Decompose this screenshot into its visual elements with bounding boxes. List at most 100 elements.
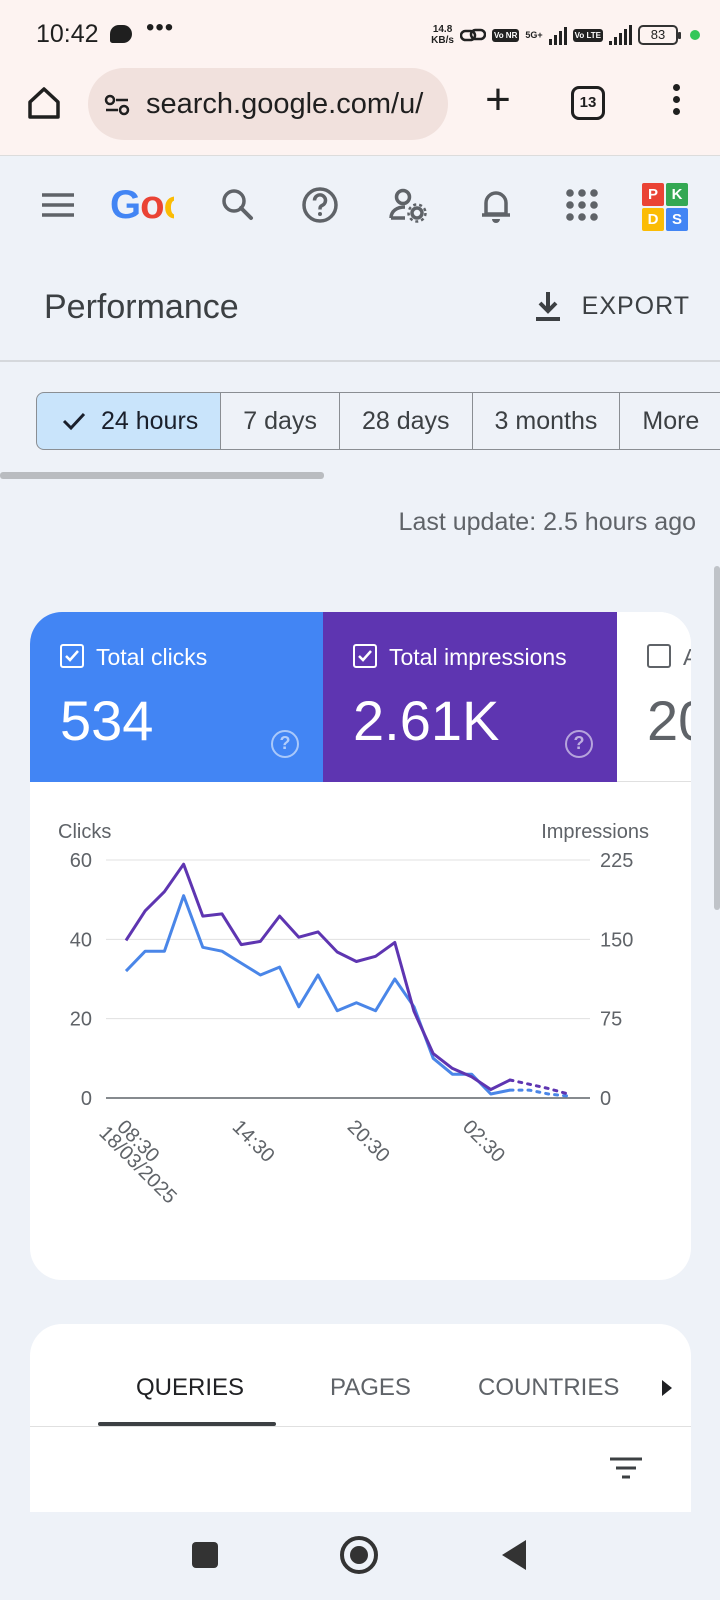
y-tick-label-right: 0 — [600, 1088, 611, 1110]
checkbox-unchecked-icon[interactable] — [647, 644, 671, 668]
metric-value: 534 — [60, 689, 154, 752]
export-button[interactable]: EXPORT — [534, 290, 690, 322]
chip-more[interactable]: More — [620, 392, 720, 450]
chip-label: More — [642, 406, 700, 435]
y-tick-label-left: 0 — [81, 1088, 92, 1110]
chip-label: 7 days — [243, 406, 317, 435]
browser-toolbar: search.google.com/u/ + 13 — [0, 66, 720, 156]
download-icon — [535, 292, 560, 321]
back-button[interactable] — [502, 1540, 526, 1570]
y-axis-right-label: Impressions — [541, 821, 649, 843]
tabs-scroll-right-icon[interactable] — [662, 1380, 672, 1396]
status-time: 10:42 — [36, 20, 99, 48]
chip-28-days[interactable]: 28 days — [339, 392, 473, 450]
signal-strength-2-icon — [609, 25, 632, 45]
network-speed: 14.8 KB/s — [431, 24, 454, 46]
signal-strength-icon — [548, 25, 567, 45]
manage-users-icon[interactable] — [388, 185, 428, 225]
chip-label: 28 days — [361, 406, 450, 435]
tab-queries[interactable]: QUERIES — [136, 1374, 245, 1401]
avatar-letter: S — [666, 208, 688, 231]
network-type-icon: 5G+ — [525, 30, 543, 40]
page-title: Performance — [44, 288, 239, 326]
metric-value: 20 — [647, 689, 691, 752]
apps-grid-icon[interactable] — [562, 185, 602, 225]
y-axis-left-label: Clicks — [58, 821, 111, 843]
new-tab-button[interactable]: + — [485, 75, 511, 124]
chip-label: 3 months — [494, 406, 598, 435]
home-button[interactable] — [340, 1536, 378, 1574]
chip-label: 24 hours — [101, 406, 199, 435]
volte-lte-icon: Vo LTE — [572, 28, 603, 42]
status-icons: 14.8 KB/s Vo NR 5G+ Vo LTE 83 — [431, 22, 700, 48]
home-icon[interactable] — [24, 83, 64, 123]
metric-total-clicks[interactable]: Total clicks 534 ? — [30, 612, 323, 782]
y-tick-label-left: 40 — [70, 929, 92, 951]
url-text: search.google.com/u/ — [146, 88, 424, 120]
x-tick-label: 20:30 — [343, 1116, 394, 1167]
series-partial-line-impressions — [508, 1078, 570, 1096]
date-range-chips: 24 hours 7 days 28 days 3 months More — [36, 392, 720, 450]
address-bar[interactable]: search.google.com/u/ — [88, 68, 448, 140]
tab-switcher-button[interactable]: 13 — [571, 86, 605, 120]
privacy-indicator-icon — [690, 30, 700, 40]
page-scrollbar[interactable] — [714, 566, 720, 910]
volte-nr-icon: Vo NR — [491, 28, 520, 42]
chips-scrollbar[interactable] — [0, 472, 324, 479]
battery-icon: 83 — [638, 25, 681, 45]
active-tab-indicator — [98, 1422, 276, 1426]
checkbox-checked-icon[interactable] — [353, 644, 377, 668]
more-notifications-icon: ••• — [146, 14, 175, 41]
status-bar: 10:42 ••• 14.8 KB/s Vo NR 5G+ Vo LTE 83 — [0, 0, 720, 66]
search-icon[interactable] — [218, 185, 258, 225]
site-settings-icon[interactable] — [104, 94, 130, 116]
y-tick-label-left: 60 — [70, 850, 92, 872]
metric-total-impressions[interactable]: Total impressions 2.61K ? — [323, 612, 617, 782]
browser-menu-button[interactable] — [666, 84, 686, 124]
account-avatar[interactable]: P K D S — [642, 183, 688, 231]
tab-countries[interactable]: COUNTRIES — [478, 1374, 620, 1401]
last-update-text: Last update: 2.5 hours ago — [398, 508, 696, 536]
help-icon[interactable]: ? — [565, 730, 593, 758]
metric-label: Total impressions — [389, 644, 567, 670]
tabs-divider — [30, 1426, 691, 1427]
hamburger-menu-icon[interactable] — [40, 185, 80, 225]
system-nav-bar — [0, 1512, 720, 1600]
checkbox-checked-icon[interactable] — [60, 644, 84, 668]
app-header: Goo P K D S — [0, 157, 720, 257]
header-divider — [0, 360, 720, 362]
check-icon — [62, 412, 86, 431]
chip-7-days[interactable]: 7 days — [221, 392, 340, 450]
x-tick-label: 14:30 — [228, 1116, 279, 1167]
dimension-tabs-card: QUERIES PAGES COUNTRIES — [30, 1324, 691, 1524]
metric-average-ctr[interactable]: Average CTR 20 — [617, 612, 691, 782]
y-tick-label-left: 20 — [70, 1009, 92, 1031]
avatar-letter: K — [666, 183, 688, 206]
x-tick-label: 02:30 — [458, 1116, 509, 1167]
recents-button[interactable] — [192, 1542, 218, 1568]
metric-label: Total clicks — [96, 644, 208, 670]
y-tick-label-right: 150 — [600, 929, 633, 951]
series-line-impressions — [124, 862, 511, 1091]
chip-24-hours[interactable]: 24 hours — [36, 392, 222, 450]
notifications-bell-icon[interactable] — [476, 185, 516, 225]
chat-notification-icon — [110, 25, 132, 43]
help-icon[interactable] — [300, 185, 340, 225]
help-icon[interactable]: ? — [271, 730, 299, 758]
filter-icon[interactable] — [610, 1456, 642, 1480]
tab-pages[interactable]: PAGES — [330, 1374, 411, 1401]
chip-3-months[interactable]: 3 months — [472, 392, 621, 450]
google-logo[interactable]: Goo — [110, 183, 174, 227]
series-partial-line-clicks — [508, 1088, 570, 1098]
avatar-letter: P — [642, 183, 664, 206]
performance-card: Total clicks 534 ? Total impressions 2.6… — [30, 612, 691, 1280]
metric-value: 2.61K — [353, 689, 500, 752]
y-tick-label-right: 225 — [600, 850, 633, 872]
series-line-clicks — [124, 894, 511, 1096]
export-label: EXPORT — [581, 291, 690, 320]
metric-label: Average CTR — [683, 644, 691, 670]
y-tick-label-right: 75 — [600, 1009, 622, 1031]
avatar-letter: D — [642, 208, 664, 231]
hotspot-link-icon — [459, 28, 486, 42]
